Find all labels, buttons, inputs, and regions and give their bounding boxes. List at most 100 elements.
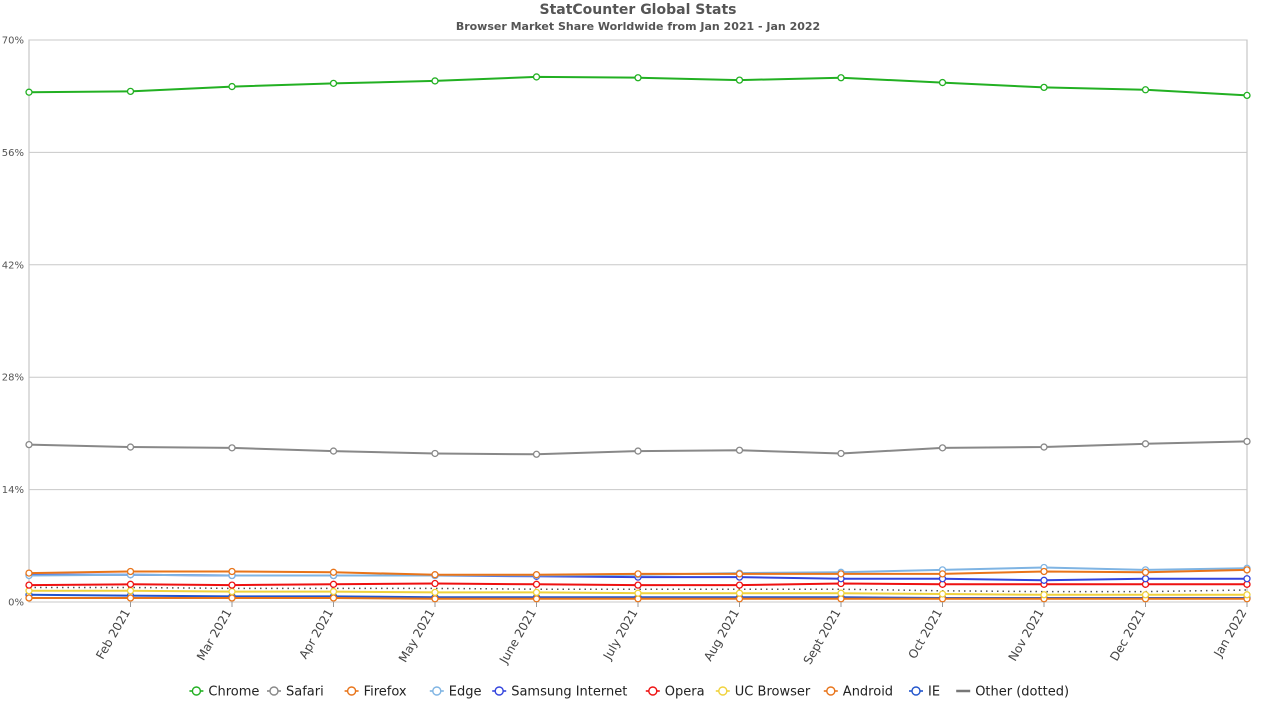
legend-item[interactable]: IE	[909, 685, 940, 700]
legend-item[interactable]: Other (dotted)	[956, 685, 1069, 700]
legend-item[interactable]: Samsung Internet	[492, 685, 627, 700]
data-point	[431, 595, 439, 603]
legend-item[interactable]: Opera	[645, 685, 705, 700]
x-tick-label: July 2021	[600, 607, 641, 663]
data-point	[329, 580, 338, 588]
data-point	[329, 447, 338, 455]
data-point	[228, 587, 236, 596]
legend-item[interactable]: Chrome	[189, 685, 259, 700]
data-point	[1243, 591, 1251, 599]
data-point	[126, 443, 135, 451]
data-point	[634, 570, 642, 578]
data-point	[228, 567, 236, 576]
data-point	[1141, 568, 1150, 576]
data-point	[634, 581, 642, 589]
data-point	[1243, 437, 1251, 446]
legend-label: Opera	[665, 685, 705, 700]
legend-item[interactable]: UC Browser	[715, 685, 811, 700]
legend-item[interactable]: Edge	[429, 685, 482, 700]
data-point	[126, 87, 135, 96]
x-tick-label: Jan 2022	[1211, 607, 1250, 661]
x-tick-label: Dec 2021	[1107, 607, 1148, 664]
data-point	[1141, 440, 1150, 448]
y-tick-label: 56%	[2, 148, 24, 159]
y-tick-label: 28%	[2, 373, 24, 384]
data-point	[837, 449, 845, 458]
legend-circle-marker	[826, 686, 836, 696]
data-point	[25, 594, 33, 602]
y-tick-label: 42%	[2, 260, 24, 271]
legend-label: UC Browser	[735, 685, 811, 700]
x-tick-label: Mar 2021	[194, 607, 235, 663]
data-point	[1243, 575, 1251, 583]
data-point	[431, 588, 439, 597]
legend-label: Safari	[286, 685, 324, 700]
data-point	[228, 82, 236, 91]
data-point	[532, 580, 541, 588]
data-point	[634, 447, 642, 455]
legend-label: Edge	[449, 685, 482, 700]
data-point	[938, 590, 947, 598]
data-point	[532, 450, 541, 458]
data-point	[228, 581, 236, 589]
data-point	[1243, 566, 1251, 574]
legend-circle-marker	[494, 686, 504, 696]
data-point	[735, 76, 744, 84]
data-point	[329, 587, 338, 596]
data-point	[228, 444, 236, 452]
data-point	[1040, 591, 1048, 599]
series-layer	[28, 75, 1248, 600]
data-point	[1040, 576, 1048, 584]
legend-item[interactable]: Firefox	[344, 685, 407, 700]
data-point	[938, 78, 947, 87]
y-tick-label: 14%	[2, 485, 24, 496]
data-point	[1040, 567, 1048, 576]
grid-layer	[28, 39, 1248, 603]
data-point	[837, 74, 845, 82]
chart-subtitle: Browser Market Share Worldwide from Jan …	[456, 20, 820, 33]
legend-circle-marker	[432, 686, 442, 696]
data-point	[1141, 591, 1150, 599]
legend-circle-marker	[191, 686, 202, 696]
data-point	[126, 567, 135, 576]
data-point	[1040, 443, 1048, 451]
data-point	[1040, 83, 1048, 92]
x-tick-label: Aug 2021	[701, 607, 742, 664]
legend: Chrome Safari Firefox Edge Samsung Internet O…	[189, 685, 1069, 700]
data-point	[938, 570, 947, 578]
data-point	[532, 571, 541, 579]
x-tick-label: Oct 2021	[905, 607, 945, 662]
data-point	[1243, 91, 1251, 100]
data-point	[126, 587, 135, 595]
data-point	[735, 446, 744, 454]
data-point	[25, 581, 33, 589]
data-point	[735, 581, 744, 589]
x-tick-label: May 2021	[396, 607, 438, 665]
data-point	[25, 440, 33, 449]
data-point	[938, 444, 947, 452]
legend-item[interactable]: Safari	[267, 685, 324, 700]
data-point	[431, 579, 439, 588]
legend-label: Firefox	[364, 685, 407, 700]
legend-label: Android	[843, 685, 893, 700]
legend-circle-marker	[648, 686, 658, 696]
data-point	[329, 568, 338, 576]
data-point	[532, 73, 541, 81]
data-point	[634, 74, 642, 82]
x-tick-label: Sept 2021	[801, 607, 844, 667]
x-tick-label: Feb 2021	[93, 607, 133, 662]
x-tick-label: June 2021	[496, 607, 539, 667]
data-point	[329, 594, 338, 602]
y-tick-label: 0%	[8, 598, 24, 609]
data-point	[228, 594, 236, 602]
data-point	[532, 588, 541, 597]
data-point	[1141, 86, 1150, 94]
data-point	[431, 77, 439, 85]
plot-area-frame	[28, 39, 1248, 603]
legend-label: Chrome	[208, 685, 259, 700]
data-point	[126, 580, 135, 588]
x-tick-label: Apr 2021	[296, 607, 336, 662]
legend-item[interactable]: Android	[823, 685, 893, 700]
data-point	[735, 570, 744, 578]
